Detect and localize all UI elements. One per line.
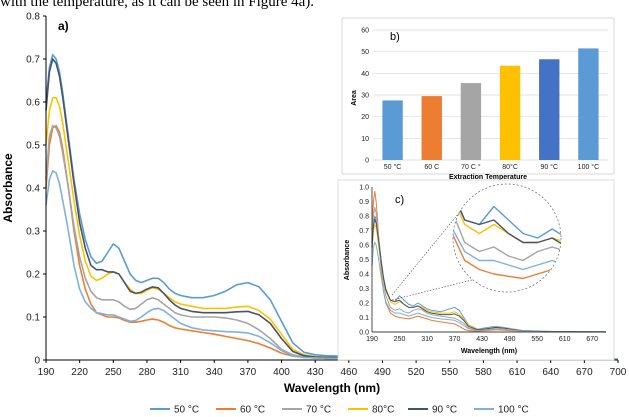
x-tick-label: 310 bbox=[172, 367, 189, 378]
legend: 50 °C 60 °C 70 °C 80°C 90 °C 100 °C bbox=[150, 405, 529, 416]
bar bbox=[421, 96, 442, 160]
y-tick-label: 10 bbox=[361, 136, 369, 143]
y-tick-label: 0.7 bbox=[26, 55, 40, 66]
series-line bbox=[371, 241, 606, 333]
main-y-axis-label: Absorbance bbox=[1, 153, 15, 223]
zoom-magnifier bbox=[452, 183, 562, 293]
legend-label: 90 °C bbox=[432, 405, 457, 416]
y-tick-label: 0.3 bbox=[26, 227, 40, 238]
y-tick-label: 0.3 bbox=[359, 286, 369, 293]
y-tick-label: 0.8 bbox=[359, 213, 369, 220]
x-tick-label: 490 bbox=[504, 336, 516, 343]
x-tick-label: 400 bbox=[273, 367, 290, 378]
inset-line-chart: c) 0.0 0.1 0.2 0.3 0.4 0.5 0.6 0.7 0.8 0.9 1.0 190… bbox=[337, 179, 615, 361]
inset-c-y-axis-label: Absorbance bbox=[344, 240, 351, 281]
y-tick-label: 0.6 bbox=[26, 98, 40, 109]
y-tick-label: 1.0 bbox=[359, 184, 369, 191]
x-tick-label: 430 bbox=[307, 367, 324, 378]
y-tick-label: 0.7 bbox=[359, 228, 369, 235]
x-tick-label: 370 bbox=[449, 336, 461, 343]
main-x-axis-label: Wavelength (nm) bbox=[284, 381, 380, 395]
legend-label: 50 °C bbox=[174, 405, 199, 416]
x-tick-label: 310 bbox=[421, 336, 433, 343]
x-tick-label: 250 bbox=[394, 336, 406, 343]
panel-label-c: c) bbox=[395, 194, 404, 206]
x-tick-label: 370 bbox=[240, 367, 257, 378]
x-tick-label: 640 bbox=[542, 367, 559, 378]
zoom-guide-line bbox=[391, 207, 464, 296]
x-tick-label: 280 bbox=[139, 367, 156, 378]
x-tick-label: 520 bbox=[408, 367, 425, 378]
y-tick-label: 0 bbox=[34, 356, 40, 367]
x-tick-label: 700 bbox=[610, 367, 627, 378]
caption-fragment: with the temperature, as it can be seen … bbox=[0, 0, 315, 10]
y-tick-label: 0 bbox=[365, 158, 369, 165]
category-label: 50 °C bbox=[384, 163, 402, 171]
panel-label-a: a) bbox=[58, 19, 69, 33]
y-tick-label: 0.2 bbox=[359, 300, 369, 307]
legend-label: 80°C bbox=[372, 405, 394, 416]
y-tick-label: 0.4 bbox=[359, 271, 369, 278]
main-chart: a) 0 0.1 0.2 0.3 0.4 0.5 0.6 0.7 0.8 190 220 250 28… bbox=[1, 12, 627, 416]
x-tick-label: 550 bbox=[531, 336, 543, 343]
bar bbox=[460, 83, 482, 160]
x-tick-label: 220 bbox=[71, 367, 88, 378]
x-tick-label: 490 bbox=[374, 367, 391, 378]
bar bbox=[382, 100, 403, 160]
category-label: 90 °C bbox=[540, 163, 558, 171]
category-label: 80°C bbox=[502, 163, 518, 171]
y-tick-label: 0.9 bbox=[359, 199, 369, 206]
legend-label: 70 °C bbox=[306, 405, 331, 416]
x-tick-label: 190 bbox=[38, 367, 55, 378]
inset-b-y-axis-label: Area bbox=[351, 90, 358, 106]
bar bbox=[499, 65, 521, 160]
y-tick-label: 30 bbox=[361, 93, 369, 100]
x-tick-label: 610 bbox=[559, 336, 571, 343]
y-tick-label: 0.1 bbox=[359, 315, 369, 322]
bar bbox=[578, 48, 599, 160]
category-label: 100 °C bbox=[578, 163, 599, 171]
y-tick-label: 0.2 bbox=[26, 270, 40, 281]
x-tick-label: 250 bbox=[105, 367, 122, 378]
y-tick-label: 20 bbox=[361, 114, 369, 121]
y-tick-label: 40 bbox=[361, 71, 369, 78]
y-tick-label: 0.5 bbox=[359, 257, 369, 264]
x-tick-label: 670 bbox=[586, 336, 598, 343]
x-tick-label: 430 bbox=[476, 336, 488, 343]
legend-label: 100 °C bbox=[498, 405, 529, 416]
y-tick-label: 0.0 bbox=[359, 329, 369, 336]
y-tick-label: 50 bbox=[361, 49, 369, 56]
inset-bar-chart: b) 0 10 20 30 40 50 60 50 °C 60 C 70 C ° 80°C 90 °… bbox=[341, 17, 615, 181]
panel-label-b: b) bbox=[390, 31, 400, 43]
inset-c-x-axis-label: Wavelength (nm) bbox=[461, 348, 517, 355]
x-tick-label: 460 bbox=[340, 367, 357, 378]
category-label: 60 C bbox=[424, 164, 439, 171]
x-tick-label: 190 bbox=[366, 336, 378, 343]
x-tick-label: 670 bbox=[576, 367, 593, 378]
series-line bbox=[371, 218, 607, 333]
inset-b-x-axis-label: Extraction Temperature bbox=[449, 174, 527, 181]
y-tick-label: 0.5 bbox=[26, 141, 40, 152]
bar bbox=[539, 59, 560, 160]
category-label: 70 C ° bbox=[461, 163, 481, 171]
x-tick-label: 340 bbox=[206, 367, 223, 378]
y-tick-label: 0.4 bbox=[26, 184, 40, 195]
y-tick-label: 0.1 bbox=[26, 313, 40, 324]
y-tick-label: 60 bbox=[361, 28, 369, 35]
x-tick-label: 550 bbox=[441, 367, 458, 378]
x-tick-label: 580 bbox=[475, 367, 492, 378]
y-tick-label: 0.8 bbox=[26, 12, 40, 23]
x-tick-label: 610 bbox=[509, 367, 526, 378]
y-tick-label: 0.6 bbox=[359, 242, 369, 249]
legend-label: 60 °C bbox=[240, 405, 265, 416]
